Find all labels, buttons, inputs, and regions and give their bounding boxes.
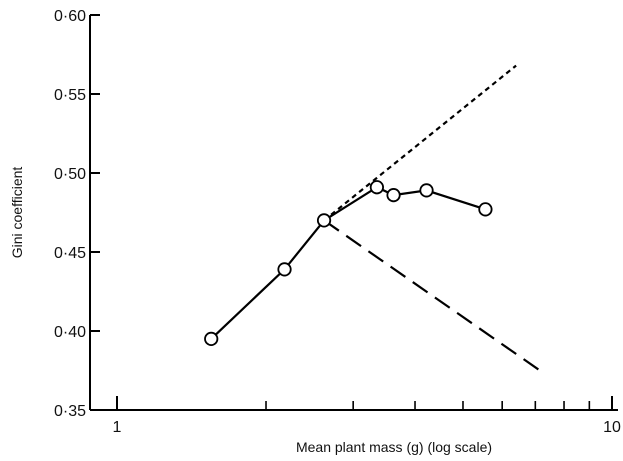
x-axis-title: Mean plant mass (g) (log scale) <box>296 439 492 455</box>
y-axis-title: Gini coefficient <box>9 167 25 259</box>
data-point <box>204 331 219 346</box>
axes <box>89 15 618 411</box>
data-line <box>210 185 486 340</box>
data-point <box>419 183 434 198</box>
data-point <box>316 213 332 228</box>
data-point <box>386 188 401 203</box>
y-tick-label: 0·50 <box>54 166 86 183</box>
y-tick-label: 0·45 <box>54 245 86 262</box>
y-tick-label: 0·35 <box>54 403 86 420</box>
data-point <box>277 262 292 277</box>
y-tick-label: 0·60 <box>54 8 86 25</box>
x-tick-label: 10 <box>603 419 621 436</box>
long-dashed-line <box>323 219 541 372</box>
data-points <box>204 180 493 346</box>
short-dashed-line <box>323 64 517 222</box>
series <box>210 64 541 372</box>
y-tick-label: 0·55 <box>54 87 86 104</box>
data-point <box>369 180 384 195</box>
ticks: 0·35 0·40 0·45 0·50 0·55 0·60 1 10 <box>54 8 621 436</box>
x-tick-label: 1 <box>113 419 122 436</box>
data-point <box>478 202 493 217</box>
y-tick-label: 0·40 <box>54 324 86 341</box>
